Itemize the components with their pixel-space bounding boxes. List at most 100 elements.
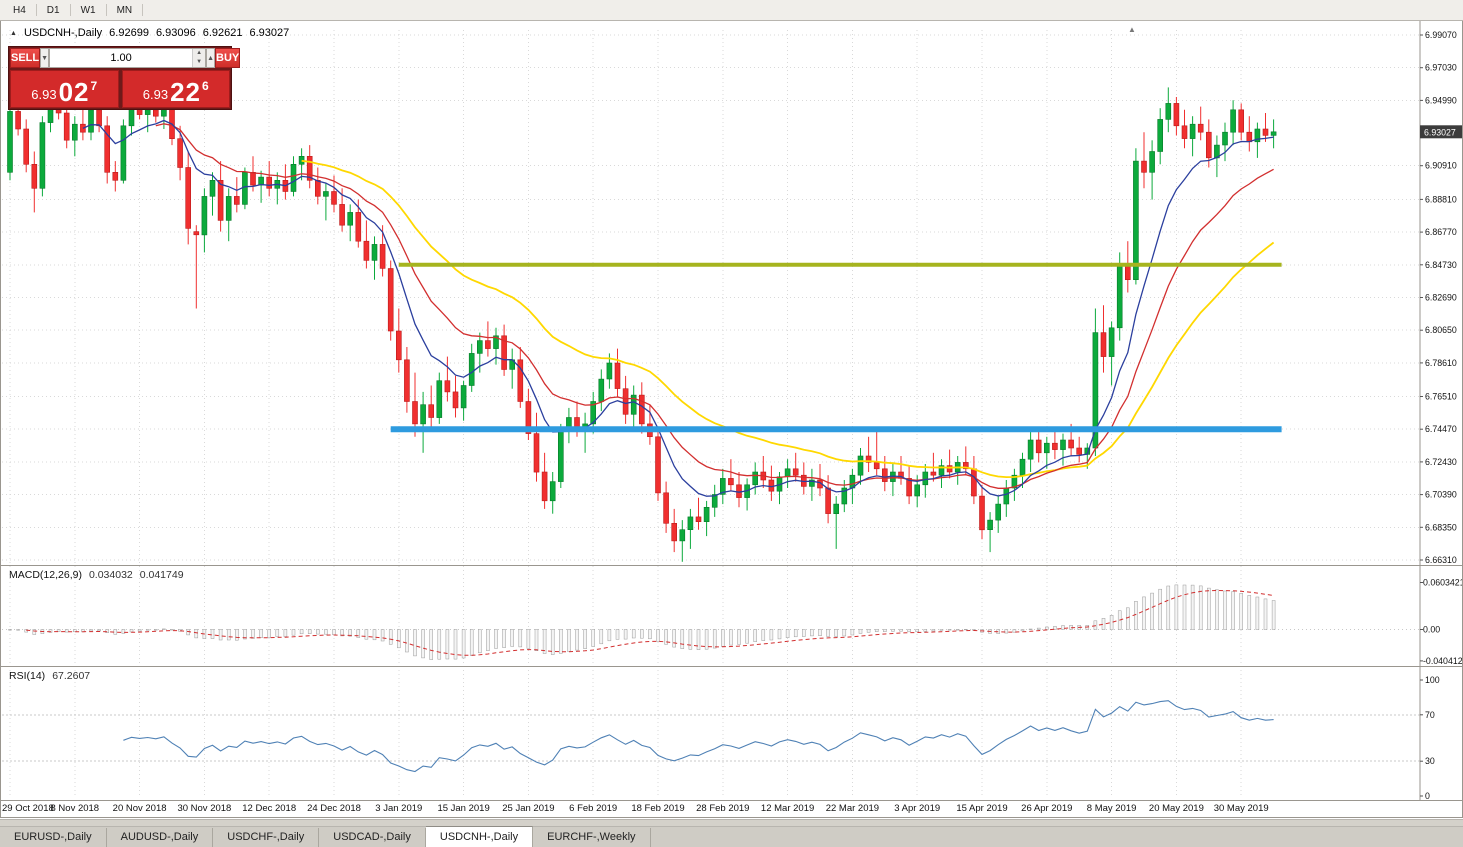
candle-body	[1052, 442, 1058, 450]
toolbar-separator	[69, 4, 71, 16]
horizontal-scroll-strip[interactable]	[0, 819, 1463, 827]
price-axis-label: 6.74470	[1425, 424, 1457, 434]
rsi-value: 67.2607	[52, 670, 91, 682]
chart-tab-usdcad[interactable]: USDCAD-,Daily	[319, 828, 426, 847]
candle-body	[630, 394, 637, 415]
candle-body	[234, 196, 240, 205]
chart-tab-usdchf[interactable]: USDCHF-,Daily	[213, 828, 320, 847]
macd-histogram-bar	[1020, 629, 1025, 632]
candle-body	[371, 244, 378, 261]
macd-main-value: 0.034032	[88, 569, 133, 581]
candle-body	[655, 436, 661, 494]
timeframe-button-w1[interactable]: W1	[74, 2, 103, 19]
macd-histogram-bar	[680, 629, 685, 649]
macd-histogram-bar	[947, 629, 952, 631]
macd-histogram-bar	[299, 629, 304, 635]
macd-histogram-bar	[1004, 629, 1009, 634]
macd-histogram-bar	[737, 629, 741, 645]
candle-body	[420, 404, 426, 425]
ask-price-fraction: 6	[202, 79, 209, 93]
macd-histogram-bar	[429, 629, 433, 660]
macd-histogram-bar	[348, 629, 352, 637]
candle-body	[1246, 131, 1253, 143]
macd-histogram-bar	[745, 629, 749, 644]
rsi-line	[123, 700, 1274, 773]
macd-histogram-bar	[826, 629, 830, 637]
macd-histogram-bar	[1190, 584, 1195, 630]
candle-body	[153, 109, 159, 117]
macd-histogram-bar	[599, 629, 604, 645]
macd-histogram-bar	[218, 629, 223, 641]
date-axis-label: 8 May 2019	[1086, 803, 1137, 814]
bid-price-pips: 02	[58, 77, 90, 107]
candle-body	[88, 109, 94, 133]
candle-body	[72, 123, 78, 141]
candle-body	[193, 231, 200, 236]
buy-caret-icon[interactable]: ▲	[206, 48, 215, 68]
ask-price-pips: 22	[170, 77, 202, 107]
candle-body	[784, 468, 791, 478]
timeframe-button-h4[interactable]: H4	[6, 2, 33, 19]
date-axis-label: 15 Apr 2019	[956, 803, 1008, 814]
macd-histogram-bar	[364, 629, 369, 640]
candle-body	[1270, 131, 1277, 136]
sell-caret-icon[interactable]: ▼	[40, 48, 50, 68]
macd-histogram-bar	[1166, 585, 1171, 630]
macd-histogram-bar	[1045, 626, 1049, 630]
macd-histogram-bar	[162, 628, 166, 630]
macd-histogram-bar	[526, 629, 531, 649]
candle-body	[1011, 474, 1018, 489]
ask-price-display[interactable]: 6.93 22 6	[121, 70, 230, 108]
chart-tab-eurchf[interactable]: EURCHF-,Weekly	[533, 828, 651, 847]
chart-tab-audusd[interactable]: AUDUSD-,Daily	[106, 828, 214, 847]
rsi-axis-label: 100	[1425, 675, 1440, 685]
price-axis-label: 6.70390	[1425, 490, 1457, 500]
chart-tab-eurusd[interactable]: EURUSD-,Daily	[0, 828, 107, 847]
rsi-axis-label: 0	[1425, 791, 1430, 801]
timeframe-button-mn[interactable]: MN	[110, 2, 140, 19]
macd-histogram-bar	[1215, 589, 1219, 630]
macd-histogram-bar	[712, 629, 717, 649]
toolbar-separator	[142, 4, 144, 16]
macd-histogram-bar	[283, 629, 288, 637]
macd-histogram-bar	[761, 629, 766, 641]
date-axis-label: 3 Apr 2019	[894, 803, 941, 814]
one-click-panel-toggle-icon[interactable]: ▲	[10, 29, 17, 37]
volume-increase-button[interactable]: ▲	[193, 49, 206, 58]
chart-tab-usdcnh[interactable]: USDCNH-,Daily	[425, 826, 534, 847]
macd-histogram-bar	[696, 629, 701, 650]
macd-histogram-bar	[1207, 587, 1211, 630]
volume-decrease-button[interactable]: ▼	[193, 58, 206, 67]
rsi-title: RSI(14)	[9, 670, 46, 682]
price-axis-label: 6.86770	[1425, 227, 1457, 237]
pane-collapse-icon[interactable]: ▲	[1128, 25, 1136, 34]
candle-body	[468, 353, 475, 386]
macd-histogram-bar	[89, 629, 93, 632]
candle-body	[23, 128, 30, 165]
macd-histogram-bar	[567, 629, 571, 652]
timeframe-button-d1[interactable]: D1	[40, 2, 67, 19]
date-axis-label: 30 Nov 2018	[177, 803, 232, 814]
macd-histogram-bar	[413, 629, 417, 657]
candle-body	[1189, 123, 1196, 139]
candle-body	[533, 433, 540, 473]
macd-histogram-bar	[113, 629, 118, 635]
price-axis-label: 6.88810	[1425, 194, 1457, 204]
volume-input[interactable]	[50, 49, 193, 67]
candle-body	[250, 172, 256, 186]
candle-body	[873, 462, 880, 470]
candle-body	[339, 204, 345, 226]
buy-button[interactable]: BUY	[215, 48, 241, 68]
candle-body	[962, 462, 969, 470]
macd-histogram-bar	[267, 629, 271, 638]
candle-body	[1206, 131, 1212, 159]
candle-body	[768, 479, 775, 492]
macd-histogram-bar	[1182, 584, 1187, 630]
bid-price-display[interactable]: 6.93 02 7	[10, 70, 119, 108]
candle-body	[1149, 151, 1155, 173]
date-axis-label: 12 Mar 2019	[760, 803, 815, 814]
macd-histogram-bar	[615, 629, 620, 640]
sell-button[interactable]: SELL	[10, 48, 41, 68]
macd-histogram-bar	[186, 629, 190, 636]
